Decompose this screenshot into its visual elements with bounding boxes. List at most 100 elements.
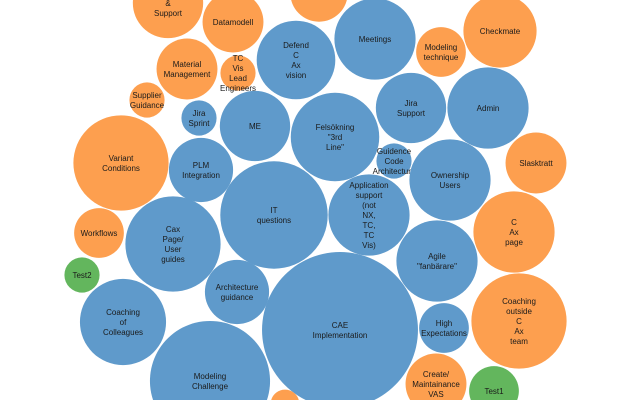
- bubble-circle[interactable]: [409, 139, 491, 221]
- bubble[interactable]: Jira Support: [375, 72, 447, 144]
- bubble[interactable]: Modeling Challenge: [149, 320, 271, 400]
- bubble[interactable]: Create/Maintainance VAS: [405, 353, 467, 400]
- bubble-circle[interactable]: [471, 273, 567, 369]
- bubble-circle[interactable]: [463, 0, 537, 68]
- bubble-circle[interactable]: [419, 303, 469, 353]
- bubble-label: Create/Maintainance VAS: [412, 370, 460, 399]
- bubble-circle[interactable]: [149, 320, 271, 400]
- bubble[interactable]: Slasktratt: [505, 132, 567, 194]
- bubble[interactable]: TC Vis Lead Engineers: [220, 54, 256, 93]
- bubble[interactable]: Defend C Ax vision: [256, 20, 336, 100]
- bubble[interactable]: Application support (not NX, TC, TC Vis): [328, 174, 410, 256]
- bubble-circle[interactable]: [220, 55, 256, 91]
- bubble[interactable]: Admin: [447, 67, 529, 149]
- bubble-label: TC Vis Lead Engineers: [220, 54, 256, 93]
- bubble[interactable]: Meetings: [334, 0, 416, 80]
- bubble-circle[interactable]: [219, 90, 291, 162]
- bubble[interactable]: Supplier Guidance: [129, 82, 165, 118]
- bubble-circle[interactable]: [505, 132, 567, 194]
- bubble-circle[interactable]: [469, 366, 519, 400]
- bubble-label: Workflows: [81, 229, 118, 238]
- bubble[interactable]: Coaching outside C Ax team: [471, 273, 567, 369]
- bubble[interactable]: Datamodell: [202, 0, 264, 53]
- bubble-label: Variant Conditions: [102, 154, 140, 173]
- bubble[interactable]: Jira Sprint: [181, 100, 217, 136]
- bubble[interactable]: PLM Integration: [168, 137, 234, 203]
- bubble[interactable]: Test1: [469, 366, 519, 400]
- bubble-label: Datamodell: [213, 18, 254, 27]
- bubble-label: Checkmate: [480, 27, 521, 36]
- bubble-circle[interactable]: [156, 38, 218, 100]
- bubble[interactable]: Test2: [64, 257, 100, 293]
- bubble-label: Test1: [484, 387, 504, 396]
- bubble-circle[interactable]: [64, 257, 100, 293]
- bubble-circle[interactable]: [256, 20, 336, 100]
- bubble[interactable]: C Ax page: [473, 191, 555, 273]
- bubble-label: Coaching outside C Ax team: [502, 297, 536, 346]
- bubble[interactable]: Checkmate: [463, 0, 537, 68]
- bubble-label: Jira Support: [397, 99, 426, 118]
- bubble[interactable]: Coaching of Colleagues: [79, 278, 167, 366]
- bubble-circle[interactable]: [416, 27, 466, 77]
- bubble-circle[interactable]: [271, 389, 299, 400]
- bubble-circle[interactable]: [204, 259, 270, 325]
- bubble-circle[interactable]: [290, 92, 380, 182]
- bubble-circle[interactable]: [405, 353, 467, 400]
- bubble-label: High Expectations: [421, 319, 467, 338]
- bubble[interactable]: High Expectations: [419, 303, 469, 353]
- bubble[interactable]: Variant Conditions: [73, 115, 169, 211]
- bubble-label: Test2: [72, 271, 92, 280]
- bubble[interactable]: Methods&Support: [132, 0, 204, 39]
- bubble-circle[interactable]: [290, 0, 347, 22]
- bubble[interactable]: IT questions: [220, 161, 328, 269]
- bubble-label: Admin: [477, 104, 500, 113]
- bubble-label: Methods&Support: [153, 0, 184, 18]
- bubble-circle[interactable]: [396, 220, 478, 302]
- bubble-circle[interactable]: [129, 82, 165, 118]
- bubble[interactable]: Felsökning "3rd Line": [290, 92, 380, 182]
- bubble-label: Modeling technique: [424, 43, 459, 62]
- bubble[interactable]: Agile "fanbärare": [396, 220, 478, 302]
- bubble-label: Agile "fanbärare": [417, 252, 457, 271]
- bubble-label: PLM Integration: [182, 161, 220, 180]
- bubble-circle[interactable]: [220, 161, 328, 269]
- bubble-circle[interactable]: [334, 0, 416, 80]
- bubble-circle[interactable]: [262, 252, 418, 400]
- bubble-label: Meetings: [359, 35, 391, 44]
- bubble-circle[interactable]: [132, 0, 204, 39]
- bubble[interactable]: CAE Implementation: [262, 252, 418, 400]
- bubble-circle[interactable]: [202, 0, 264, 53]
- bubble[interactable]: [271, 389, 299, 400]
- bubble-circle[interactable]: [376, 143, 412, 179]
- bubble-label: Cax Page/User guides: [161, 225, 185, 264]
- bubble[interactable]: Guidence Code Architecture: [373, 143, 416, 179]
- bubble[interactable]: ME: [219, 90, 291, 162]
- bubble[interactable]: Architecture guidance: [204, 259, 270, 325]
- bubble-label: CAE Implementation: [313, 321, 368, 340]
- bubble-label: Coaching of Colleagues: [103, 308, 143, 337]
- bubble-circle[interactable]: [168, 137, 234, 203]
- bubble-circle[interactable]: [447, 67, 529, 149]
- bubble-circle[interactable]: [181, 100, 217, 136]
- bubble-label: Modeling Challenge: [192, 372, 229, 391]
- bubble-label: Application support (not NX, TC, TC Vis): [349, 181, 388, 250]
- bubble[interactable]: organization: [290, 0, 347, 22]
- bubble[interactable]: Cax Page/User guides: [125, 196, 221, 292]
- bubble-label: Material Management: [164, 60, 211, 79]
- bubble[interactable]: Workflows: [74, 208, 124, 258]
- bubble-label: Slasktratt: [519, 159, 553, 168]
- bubble-label: Jira Sprint: [189, 109, 211, 128]
- bubble[interactable]: Modeling technique: [416, 27, 466, 77]
- bubble-circle[interactable]: [375, 72, 447, 144]
- bubble-circle[interactable]: [125, 196, 221, 292]
- bubble-label: ME: [249, 122, 261, 131]
- bubble-label: Defend C Ax vision: [283, 41, 309, 80]
- bubble-circle[interactable]: [473, 191, 555, 273]
- bubble-circle[interactable]: [73, 115, 169, 211]
- bubble[interactable]: Ownership Users: [409, 139, 491, 221]
- bubble-label: IT questions: [257, 206, 291, 225]
- bubble[interactable]: Material Management: [156, 38, 218, 100]
- bubble-circle[interactable]: [328, 174, 410, 256]
- bubble-circle[interactable]: [74, 208, 124, 258]
- bubble-circle[interactable]: [79, 278, 167, 366]
